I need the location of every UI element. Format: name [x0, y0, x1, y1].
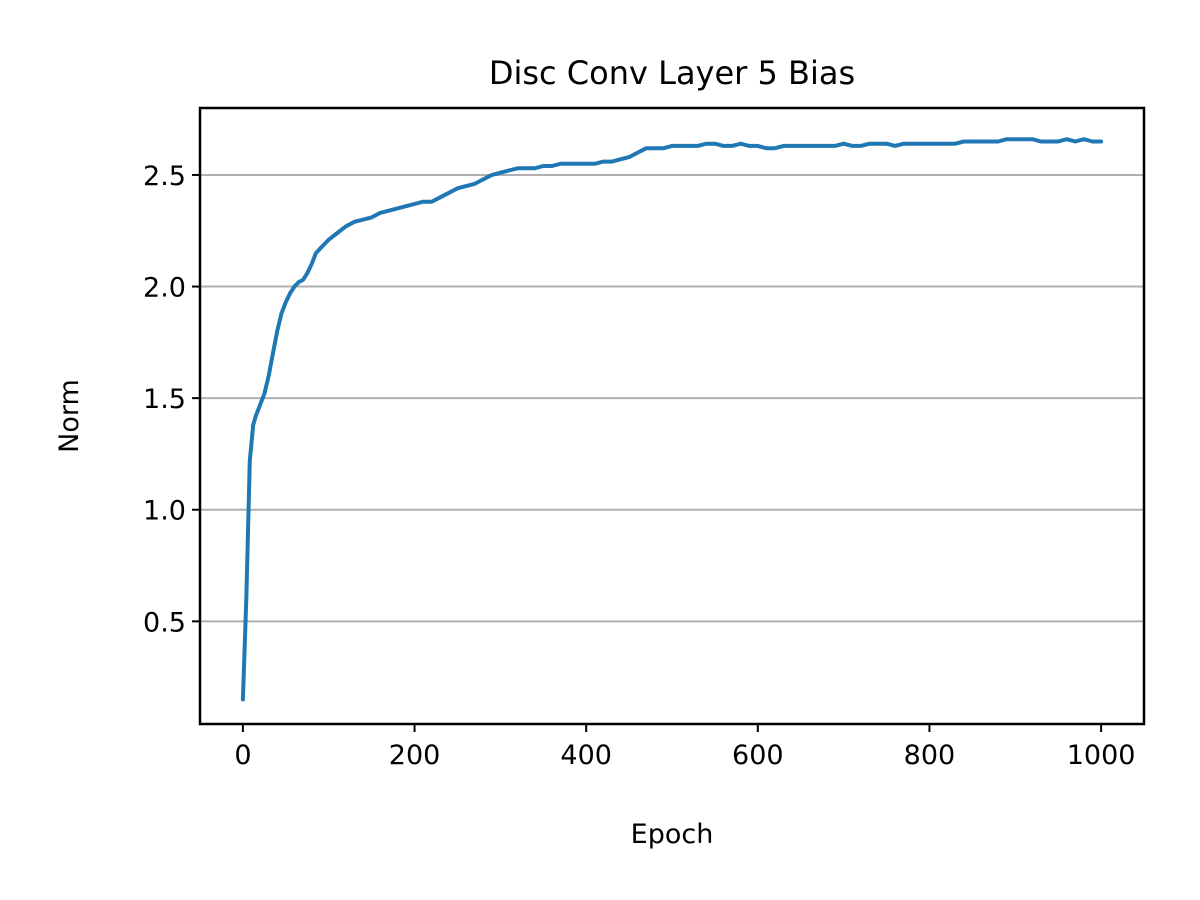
- y-tick-label: 2.0: [143, 273, 186, 304]
- y-tick-label: 2.5: [143, 161, 186, 192]
- x-tick-label: 800: [904, 740, 956, 771]
- x-axis-ticks: 0 200 400 600 800 1000: [234, 724, 1135, 771]
- grid-lines: [200, 173, 1144, 623]
- chart-title: Disc Conv Layer 5 Bias: [489, 54, 855, 92]
- y-axis-label: Norm: [54, 379, 85, 453]
- x-tick-label: 400: [560, 740, 612, 771]
- plot-frame: [198, 106, 1146, 726]
- x-tick-label: 1000: [1067, 740, 1136, 771]
- y-tick-label: 1.5: [143, 384, 186, 415]
- x-tick-label: 600: [732, 740, 784, 771]
- x-tick-label: 0: [234, 740, 251, 771]
- series-line: [240, 137, 1104, 702]
- series-layer: [240, 137, 1104, 702]
- x-tick-label: 200: [389, 740, 441, 771]
- y-tick-label: 0.5: [143, 607, 186, 638]
- y-tick-label: 1.0: [143, 496, 186, 527]
- x-axis-label: Epoch: [631, 819, 714, 850]
- y-axis-ticks: 0.5 1.0 1.5 2.0 2.5: [143, 161, 200, 638]
